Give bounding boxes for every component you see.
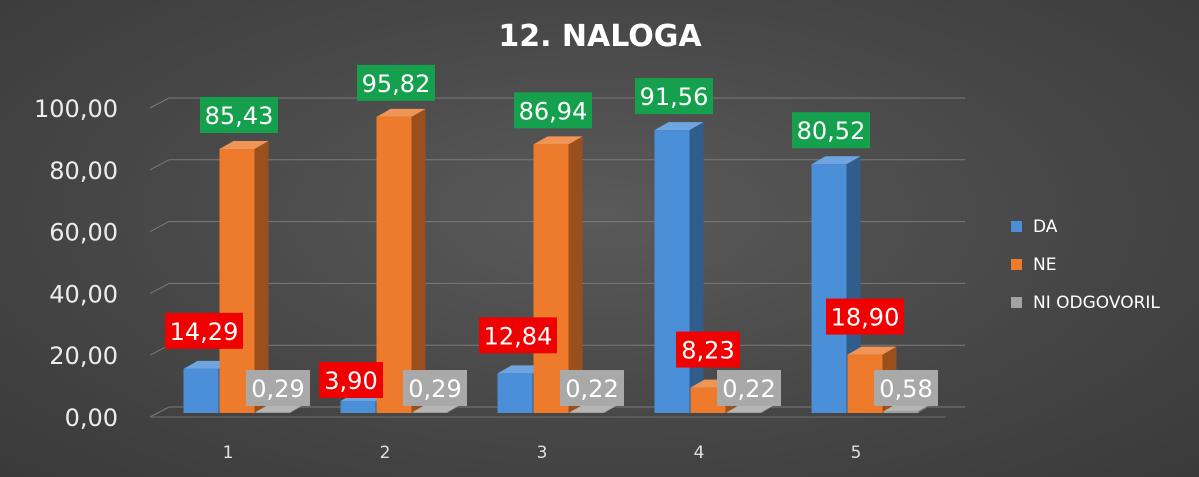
data-label: 91,56 <box>635 78 713 115</box>
svg-text:80,52: 80,52 <box>797 117 866 145</box>
legend-item: NE <box>1011 255 1056 275</box>
data-labels: 14,29 85,43 0,29 3,90 95,82 0,29 12,84 86,94 0,2… <box>165 64 938 406</box>
legend-item: NI ODGOVORIL <box>1011 293 1160 313</box>
data-label: 14,29 <box>165 312 243 349</box>
svg-text:0,22: 0,22 <box>565 375 618 403</box>
svg-text:86,94: 86,94 <box>519 97 588 125</box>
x-tick-label: 4 <box>694 443 705 463</box>
gridline-edge <box>149 221 170 233</box>
svg-text:12,84: 12,84 <box>484 322 553 350</box>
svg-text:91,56: 91,56 <box>640 83 709 111</box>
gridline-edge <box>149 406 170 418</box>
bar-ne <box>376 108 426 413</box>
data-label: 80,52 <box>792 112 870 149</box>
y-tick-label: 20,00 <box>49 342 118 370</box>
data-label: 85,43 <box>200 97 278 134</box>
data-label: 86,94 <box>514 92 592 129</box>
legend-swatch <box>1011 259 1022 270</box>
x-tick-label: 3 <box>537 443 548 463</box>
data-label: 18,90 <box>826 298 904 335</box>
legend-label: NI ODGOVORIL <box>1033 293 1160 313</box>
bar-ni-odgovoril <box>412 404 462 413</box>
y-tick-label: 80,00 <box>49 157 118 185</box>
data-label: 0,58 <box>874 370 938 406</box>
y-tick-label: 40,00 <box>49 280 118 308</box>
svg-text:8,23: 8,23 <box>681 337 734 365</box>
svg-text:0,29: 0,29 <box>251 375 304 403</box>
svg-text:0,58: 0,58 <box>879 375 932 403</box>
data-label: 0,22 <box>560 370 624 406</box>
legend-label: DA <box>1033 217 1058 237</box>
legend: DA NE NI ODGOVORIL <box>1011 217 1160 313</box>
data-label: 0,29 <box>403 370 467 406</box>
svg-text:0,29: 0,29 <box>408 375 461 403</box>
gridline-edge <box>149 97 170 109</box>
legend-swatch <box>1011 297 1022 308</box>
svg-text:3,90: 3,90 <box>324 367 377 395</box>
gridline-edge <box>149 282 170 294</box>
data-label: 3,90 <box>319 362 383 398</box>
x-tick-label: 5 <box>851 443 862 463</box>
y-tick-label: 100,00 <box>34 95 118 123</box>
bar-ne <box>219 141 269 413</box>
data-label: 8,23 <box>676 331 740 368</box>
svg-text:0,22: 0,22 <box>722 375 775 403</box>
gridline-edge <box>149 159 170 171</box>
bar-ni-odgovoril <box>255 404 305 413</box>
bar-ne <box>533 136 583 413</box>
x-tick-label: 1 <box>223 443 234 463</box>
y-tick-label: 60,00 <box>49 219 118 247</box>
bar-ni-odgovoril <box>726 404 776 413</box>
bar-ni-odgovoril <box>569 404 619 413</box>
legend-item: DA <box>1011 217 1058 237</box>
legend-label: NE <box>1033 255 1056 275</box>
chart-title: 12. NALOGA <box>498 19 702 54</box>
svg-text:18,90: 18,90 <box>831 304 900 332</box>
legend-swatch <box>1011 221 1022 232</box>
y-tick-label: 0,00 <box>65 404 118 432</box>
data-label: 0,22 <box>717 370 781 406</box>
y-axis: 0,00 20,00 40,00 60,00 80,00 100,00 <box>34 95 118 432</box>
data-label: 95,82 <box>357 64 435 101</box>
x-axis: 1 2 3 4 5 <box>223 443 862 463</box>
svg-text:95,82: 95,82 <box>362 70 431 98</box>
svg-text:14,29: 14,29 <box>170 318 239 346</box>
data-label: 12,84 <box>479 317 557 354</box>
bar-da <box>811 156 861 413</box>
bars <box>183 108 933 414</box>
data-label: 0,29 <box>246 370 310 406</box>
x-tick-label: 2 <box>380 443 391 463</box>
svg-text:85,43: 85,43 <box>205 102 274 130</box>
bar-da <box>654 122 704 414</box>
